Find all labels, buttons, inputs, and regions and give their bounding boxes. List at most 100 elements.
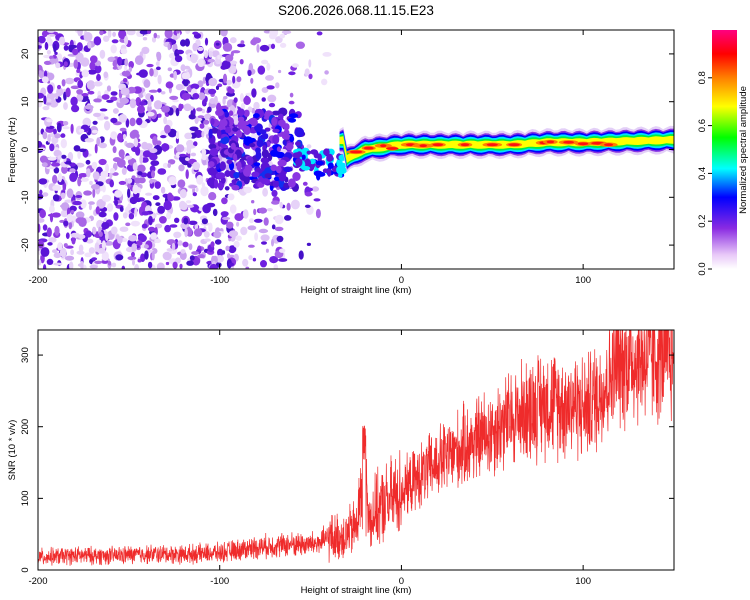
spectrogram-cell <box>157 88 162 93</box>
spectrogram-cell <box>114 190 123 198</box>
spectrogram-cell <box>166 212 172 220</box>
spectrogram-cell <box>259 129 267 135</box>
spectrogram-cell <box>272 134 280 145</box>
spectrogram-cell <box>288 71 296 76</box>
spectrogram-cell <box>265 75 274 81</box>
spectrogram-cell <box>234 213 244 222</box>
spectrogram-cell <box>113 212 119 221</box>
spectrogram-cell <box>42 224 48 231</box>
spectrogram-cell <box>110 44 117 54</box>
spectrogram-cell <box>70 249 74 256</box>
spectrogram-cell <box>149 178 153 184</box>
spectrogram-cell <box>194 116 199 124</box>
spectrogram-cell <box>209 263 218 269</box>
spectrogram-cell <box>304 158 311 168</box>
spectrogram-cell <box>250 133 259 139</box>
spectrogram-cell <box>49 205 55 213</box>
spectrogram-cell <box>125 155 133 160</box>
spectrogram-cell <box>179 200 186 210</box>
spectrogram-cell <box>272 128 280 133</box>
spectrogram-cell <box>251 171 260 178</box>
spectrogram-cell <box>38 240 44 249</box>
spectrogram-cell <box>174 217 180 223</box>
spectrogram-cell <box>243 167 252 177</box>
spectrogram-cell <box>261 241 267 245</box>
spectrogram-cell <box>139 155 144 164</box>
spectrogram-cell <box>229 37 237 44</box>
snr-xtick-label: -100 <box>210 576 229 587</box>
spectrogram-xlabel: Height of straight line (km) <box>301 285 412 296</box>
spectrogram-cell <box>75 195 83 198</box>
spectrogram-cell <box>75 211 85 219</box>
spectrogram-cell <box>63 220 69 227</box>
spectrogram-cell <box>302 181 308 186</box>
spectrogram-cell <box>106 85 112 92</box>
spectrogram-cell <box>155 223 163 229</box>
spectrogram-cell <box>177 179 186 188</box>
spectrogram-ytick-label: 20 <box>20 49 31 60</box>
spectrogram-cell <box>196 174 204 185</box>
spectrogram-cell <box>322 168 329 173</box>
spectrogram-cell <box>264 167 273 176</box>
spectrogram-cell <box>65 232 70 239</box>
spectrogram-cell <box>84 104 94 110</box>
spectrogram-cell <box>52 249 58 254</box>
spectrogram-cell <box>60 133 66 138</box>
spectrogram-cell <box>199 123 205 129</box>
spectrogram-cell <box>111 226 118 235</box>
spectrogram-cell <box>311 186 320 192</box>
spectrogram-cell <box>175 257 181 264</box>
spectrogram-cell <box>253 218 263 223</box>
spectrogram-cell <box>219 118 228 127</box>
spectrogram-cell <box>159 216 167 224</box>
spectrogram-cell <box>114 199 119 207</box>
spectrogram-cell <box>233 153 238 162</box>
spectrogram-cell <box>219 161 226 171</box>
spectrogram-cell <box>117 236 123 244</box>
spectrogram-cell <box>117 132 124 143</box>
spectrogram-cell <box>171 184 176 189</box>
spectrogram-cell <box>118 30 127 40</box>
spectrogram-cell <box>256 44 260 53</box>
spectrogram-cell <box>168 176 177 186</box>
spectrogram-cell <box>111 39 119 44</box>
spectrogram-cell <box>271 189 278 197</box>
spectrogram-cell <box>69 168 76 173</box>
spectrogram-cell <box>77 80 84 89</box>
spectrogram-cell <box>289 92 294 98</box>
spectrogram-cell <box>212 208 218 217</box>
spectrogram-ytick-label: 10 <box>20 96 31 107</box>
spectrogram-hotspot <box>486 143 498 147</box>
spectrogram-cell <box>64 255 75 261</box>
spectrogram-cell <box>153 32 158 39</box>
spectrogram-cell <box>119 127 127 132</box>
spectrogram-cell <box>227 193 235 201</box>
spectrogram-cell <box>250 77 254 84</box>
spectrogram-cell <box>258 228 269 234</box>
spectrogram-cell <box>295 141 301 146</box>
spectrogram-cell <box>283 166 293 173</box>
spectrogram-cell <box>306 187 313 192</box>
spectrogram-cell <box>53 262 63 266</box>
spectrogram-cell <box>304 191 313 197</box>
spectrogram-cell <box>313 198 321 202</box>
spectrogram-cell <box>220 211 229 217</box>
spectrogram-cell <box>134 264 139 269</box>
spectrogram-cell <box>127 203 132 211</box>
spectrogram-cell <box>196 107 203 112</box>
spectrogram-cell <box>157 74 162 85</box>
spectrogram-cell <box>232 75 236 84</box>
spectrogram-cell <box>38 99 43 108</box>
spectrogram-cell <box>52 184 62 191</box>
colorbar-tick-label: 0.8 <box>697 71 708 84</box>
spectrogram-cell <box>260 157 270 164</box>
spectrogram-xtick-label: -200 <box>28 275 47 286</box>
spectrogram-cell <box>101 222 110 230</box>
spectrogram-cell <box>112 108 119 114</box>
spectrogram-cell <box>156 66 161 71</box>
spectrogram-cell <box>157 168 167 175</box>
spectrogram-cell <box>138 69 148 78</box>
spectrogram-cell <box>231 179 237 184</box>
spectrogram-cell <box>224 186 230 191</box>
colorbar-gradient <box>712 30 737 269</box>
